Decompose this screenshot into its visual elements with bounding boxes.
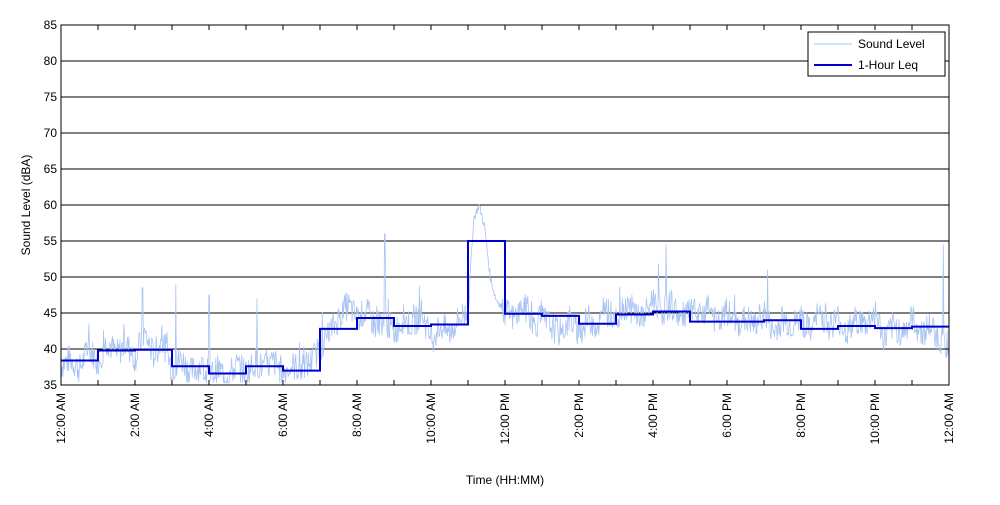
- y-tick-label: 60: [44, 198, 58, 212]
- x-tick-label: 2:00 PM: [572, 393, 586, 438]
- legend-box: [807, 31, 946, 77]
- y-tick-label: 75: [44, 90, 58, 104]
- y-tick-label: 55: [44, 234, 58, 248]
- y-tick-label: 45: [44, 306, 58, 320]
- series-1-hour-leq: [61, 240, 949, 375]
- y-tick-label: 40: [44, 342, 58, 356]
- y-axis-label: Sound Level (dBA): [19, 155, 33, 256]
- y-tick-label: 35: [44, 378, 58, 392]
- y-tick-label: 70: [44, 126, 58, 140]
- y-tick-label: 50: [44, 270, 58, 284]
- x-tick-label: 2:00 AM: [128, 393, 142, 437]
- y-tick-label: 80: [44, 54, 58, 68]
- x-tick-label: 10:00 PM: [868, 393, 882, 444]
- x-tick-label: 8:00 AM: [350, 393, 364, 437]
- legend-label-1-hour-leq: 1-Hour Leq: [858, 58, 918, 72]
- tick-layer: 35 40 45 50 55 60 65 70 75 80 85 12:00 AM 2:00 AM 4:0…: [44, 18, 956, 444]
- x-tick-label: 6:00 PM: [720, 393, 734, 438]
- legend-label-sound-level: Sound Level: [858, 37, 925, 51]
- x-tick-label: 12:00 AM: [54, 393, 68, 444]
- x-tick-label: 6:00 AM: [276, 393, 290, 437]
- legend: Sound Level 1-Hour Leq: [807, 31, 946, 77]
- x-tick-label: 10:00 AM: [424, 393, 438, 444]
- x-tick-label: 12:00 AM: [942, 393, 956, 444]
- x-tick-label: 4:00 PM: [646, 393, 660, 438]
- x-tick-label: 12:00 PM: [498, 393, 512, 444]
- series-layer: [60, 203, 950, 384]
- x-axis-label: Time (HH:MM): [466, 473, 544, 487]
- y-tick-label: 85: [44, 18, 58, 32]
- series-sound-level: [60, 203, 950, 384]
- x-tick-label: 8:00 PM: [794, 393, 808, 438]
- x-tick-label: 4:00 AM: [202, 393, 216, 437]
- y-tick-label: 65: [44, 162, 58, 176]
